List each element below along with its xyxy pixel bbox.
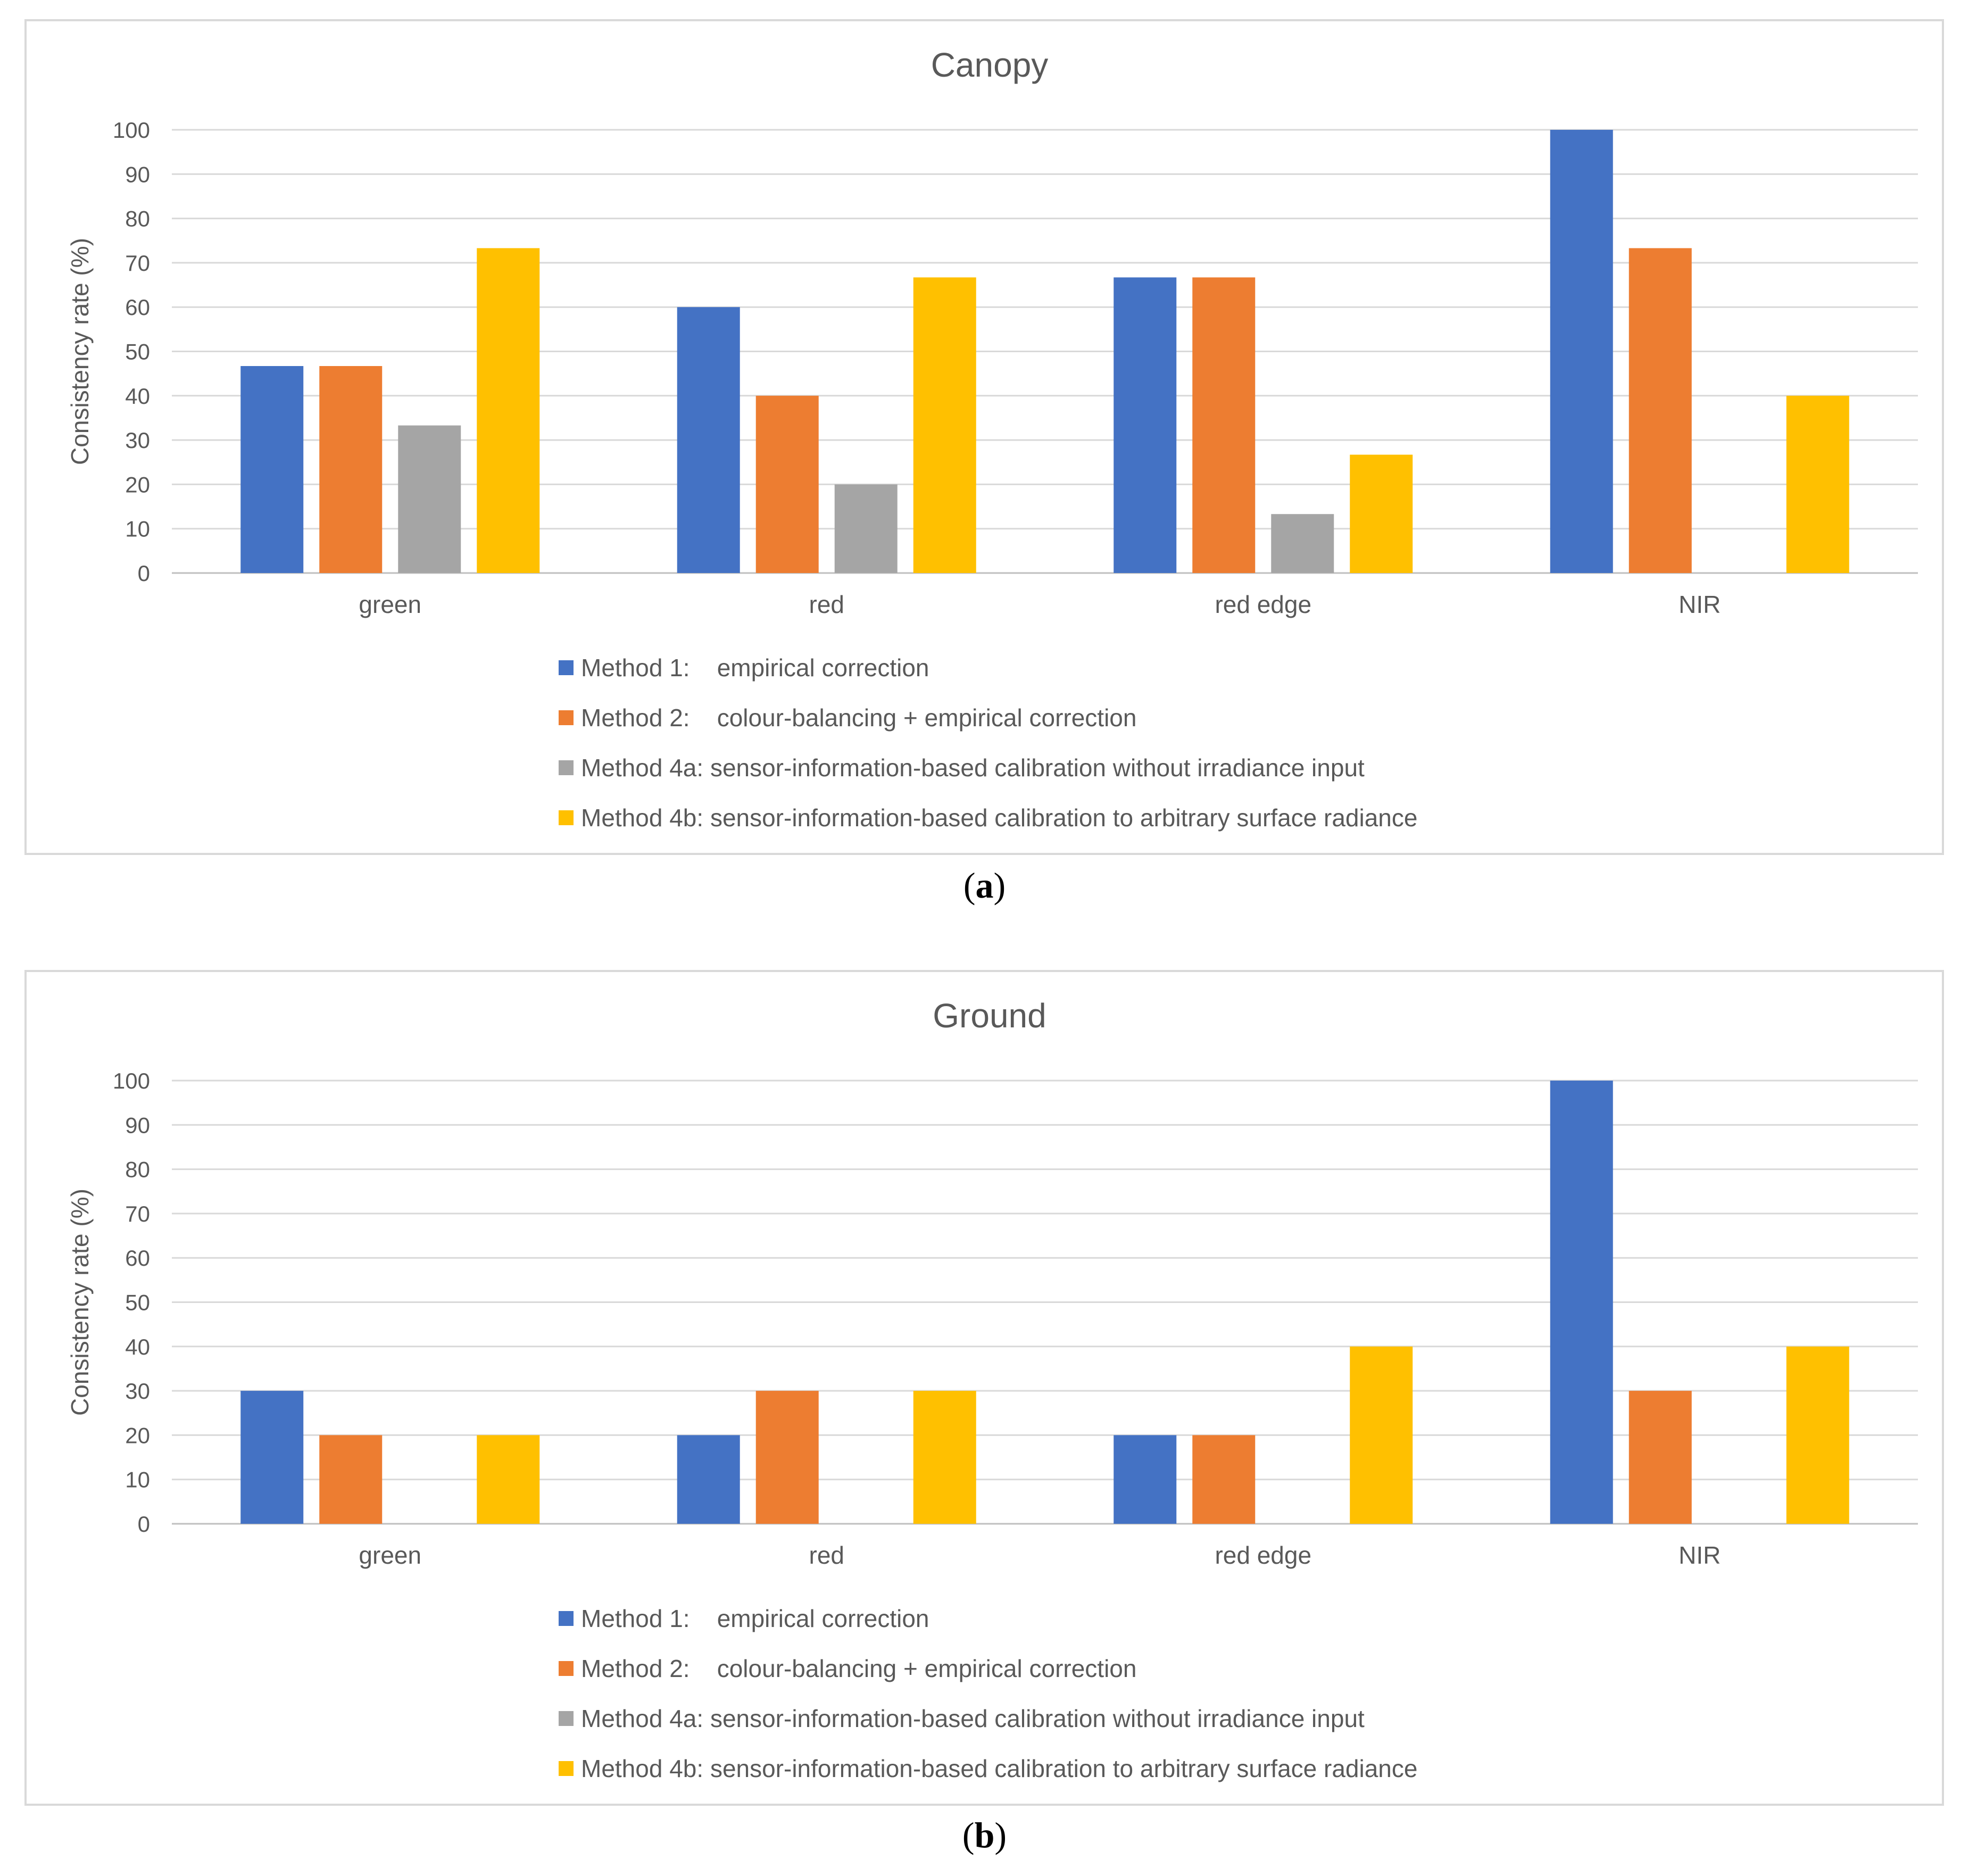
ground-legend-label-1: Method 1: empirical correction [581, 1605, 929, 1632]
canopy-y-tick-label-40: 40 [125, 384, 150, 409]
canopy-x-tick-label-red: red [809, 591, 844, 618]
caption-b-letter: b [974, 1815, 995, 1855]
ground-bar-green-series-4 [477, 1435, 540, 1524]
ground-y-tick-label-0: 0 [138, 1512, 150, 1537]
chart-panel-ground: Ground Consistency rate (%) 0 10 20 30 40 50 60 7… [24, 970, 1944, 1806]
canopy-y-tick-label-0: 0 [138, 561, 150, 586]
caption-b: (b) [0, 1814, 1969, 1856]
canopy-y-tick-label-80: 80 [125, 206, 150, 231]
ground-x-tick-label-nir: NIR [1679, 1541, 1721, 1569]
canopy-bar-red-edge-series-2 [1192, 277, 1256, 573]
canopy-bar-red-edge-series-4 [1350, 454, 1413, 573]
canopy-bar-red-edge-series-1 [1114, 277, 1177, 573]
canopy-y-tick-label-30: 30 [125, 428, 150, 453]
canopy-y-tick-label-90: 90 [125, 162, 150, 187]
caption-a-letter: a [975, 865, 994, 906]
ground-bar-red-series-1 [677, 1435, 740, 1524]
canopy-legend-label-4: Method 4b: sensor-information-based cali… [581, 804, 1417, 832]
caption-a-close: ) [993, 865, 1006, 906]
canopy-legend-swatch-1 [559, 660, 574, 675]
canopy-legend-label-2: Method 2: colour-balancing + empirical c… [581, 704, 1136, 732]
canopy-legend-label-1: Method 1: empirical correction [581, 654, 929, 682]
ground-y-axis-label: Consistency rate (%) [66, 1189, 94, 1416]
canopy-y-tick-label-20: 20 [125, 472, 150, 497]
ground-y-tick-label-10: 10 [125, 1467, 150, 1492]
canopy-bar-green-series-2 [319, 366, 383, 573]
canopy-y-tick-label-50: 50 [125, 339, 150, 364]
canopy-bar-nir-series-4 [1786, 395, 1849, 573]
canopy-y-tick-label-60: 60 [125, 295, 150, 320]
ground-bar-nir-series-4 [1786, 1346, 1849, 1524]
canopy-bar-green-series-3 [398, 425, 461, 573]
canopy-bar-green-series-1 [240, 366, 304, 573]
canopy-legend-swatch-4 [559, 810, 574, 825]
ground-bar-red-series-2 [755, 1391, 819, 1524]
ground-legend-swatch-3 [559, 1711, 574, 1726]
canopy-bar-red-series-1 [677, 307, 740, 573]
ground-y-tick-label-60: 60 [125, 1246, 150, 1271]
ground-y-tick-label-70: 70 [125, 1201, 150, 1226]
ground-legend-label-3: Method 4a: sensor-information-based cali… [581, 1705, 1365, 1732]
ground-bar-nir-series-1 [1550, 1081, 1613, 1524]
canopy-bar-green-series-4 [477, 248, 540, 573]
canopy-y-tick-label-100: 100 [113, 118, 150, 143]
canopy-x-tick-label-green: green [359, 591, 421, 618]
canopy-legend-swatch-3 [559, 760, 574, 775]
ground-legend-label-4: Method 4b: sensor-information-based cali… [581, 1755, 1417, 1782]
ground-x-tick-label-green: green [359, 1541, 421, 1569]
ground-y-tick-label-90: 90 [125, 1113, 150, 1138]
canopy-x-tick-label-nir: NIR [1679, 591, 1721, 618]
canopy-y-tick-label-70: 70 [125, 251, 150, 276]
canopy-x-tick-label-red-edge: red edge [1215, 591, 1311, 618]
ground-y-tick-label-100: 100 [113, 1068, 150, 1093]
ground-y-tick-label-30: 30 [125, 1379, 150, 1404]
canopy-bar-nir-series-1 [1550, 130, 1613, 573]
ground-bar-red-edge-series-4 [1350, 1346, 1413, 1524]
canopy-legend-label-3: Method 4a: sensor-information-based cali… [581, 754, 1365, 782]
caption-a-open: ( [963, 865, 976, 906]
canopy-bar-red-series-4 [913, 277, 976, 573]
canopy-chart-title: Canopy [931, 46, 1049, 84]
ground-legend-swatch-1 [559, 1611, 574, 1626]
ground-chart-title: Ground [933, 997, 1046, 1035]
ground-legend-swatch-4 [559, 1761, 574, 1776]
caption-b-open: ( [962, 1815, 975, 1855]
ground-x-tick-label-red: red [809, 1541, 844, 1569]
canopy-bar-red-series-2 [755, 395, 819, 573]
ground-legend-label-2: Method 2: colour-balancing + empirical c… [581, 1655, 1136, 1682]
ground-bar-green-series-2 [319, 1435, 383, 1524]
caption-a: (a) [0, 865, 1969, 907]
ground-y-tick-label-80: 80 [125, 1157, 150, 1182]
chart-canopy: Canopy Consistency rate (%) 0 10 20 30 40 50 60 7… [66, 46, 1918, 832]
ground-y-tick-label-50: 50 [125, 1290, 150, 1315]
canopy-bar-red-series-3 [834, 484, 898, 573]
canopy-y-axis-label: Consistency rate (%) [66, 238, 94, 465]
ground-bar-red-edge-series-1 [1114, 1435, 1177, 1524]
chart-ground: Ground Consistency rate (%) 0 10 20 30 40 50 60 7… [66, 997, 1918, 1782]
ground-y-tick-label-20: 20 [125, 1423, 150, 1448]
ground-bar-nir-series-2 [1629, 1391, 1692, 1524]
ground-bar-red-series-4 [913, 1391, 976, 1524]
ground-y-tick-label-40: 40 [125, 1334, 150, 1359]
canopy-legend-swatch-2 [559, 710, 574, 725]
chart-panel-canopy: Canopy Consistency rate (%) 0 10 20 30 40 50 60 7… [24, 19, 1944, 855]
ground-legend-swatch-2 [559, 1661, 574, 1676]
canopy-bar-nir-series-2 [1629, 248, 1692, 573]
ground-bar-red-edge-series-2 [1192, 1435, 1256, 1524]
ground-x-tick-label-red-edge: red edge [1215, 1541, 1311, 1569]
canopy-y-tick-label-10: 10 [125, 517, 150, 542]
canopy-bar-red-edge-series-3 [1271, 514, 1334, 573]
caption-b-close: ) [994, 1815, 1007, 1855]
ground-bar-green-series-1 [240, 1391, 304, 1524]
